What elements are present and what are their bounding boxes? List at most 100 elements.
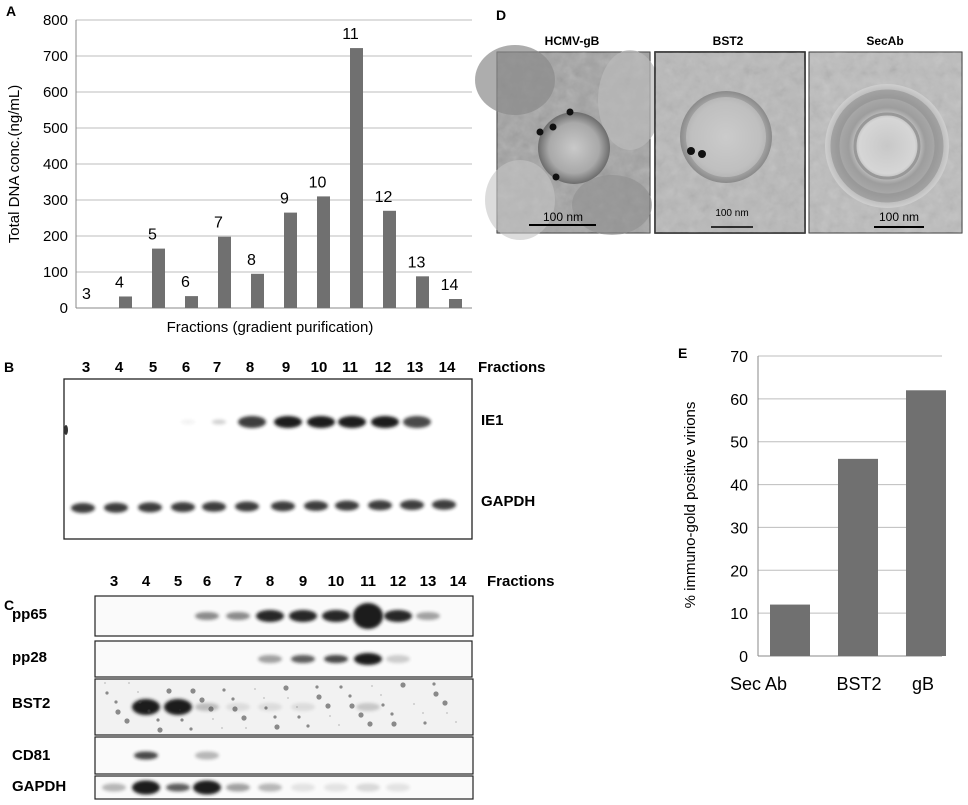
blot-c-row-label: GAPDH bbox=[12, 778, 66, 795]
speckle bbox=[124, 718, 130, 724]
blot-edge-mark bbox=[64, 425, 68, 435]
band bbox=[171, 502, 195, 513]
speckle bbox=[137, 691, 139, 693]
fraction-label: 3 bbox=[82, 359, 90, 376]
speckle bbox=[241, 715, 247, 721]
blot-b-bands bbox=[64, 416, 456, 513]
data-label-fraction-6: 6 bbox=[181, 274, 190, 291]
speckle bbox=[432, 682, 436, 686]
fraction-label: 13 bbox=[420, 573, 437, 590]
fraction-label: 12 bbox=[390, 573, 407, 590]
speckle bbox=[180, 718, 184, 722]
blot-c-row-label: BST2 bbox=[12, 695, 50, 712]
band bbox=[138, 502, 162, 513]
band bbox=[181, 419, 195, 425]
speckle bbox=[339, 685, 343, 689]
band bbox=[291, 703, 315, 711]
bar-fraction-6 bbox=[185, 296, 198, 308]
band bbox=[271, 501, 295, 512]
band bbox=[368, 500, 392, 511]
scale-bar-label: 100 nm bbox=[543, 210, 583, 224]
speckle bbox=[423, 721, 427, 725]
bar-fraction-10 bbox=[317, 196, 330, 308]
speckle bbox=[422, 712, 424, 714]
fraction-label: 10 bbox=[328, 573, 345, 590]
y-tick-label: 200 bbox=[43, 228, 68, 245]
chart-e-y-axis-label: % immuno-gold positive virions bbox=[682, 402, 699, 609]
speckle bbox=[221, 727, 223, 729]
band bbox=[289, 610, 317, 622]
band bbox=[195, 751, 219, 760]
speckle bbox=[283, 685, 289, 691]
speckle bbox=[138, 700, 142, 704]
fraction-label: 9 bbox=[282, 359, 290, 376]
band bbox=[235, 501, 259, 512]
bar-fraction-5 bbox=[152, 248, 165, 308]
band bbox=[256, 610, 284, 622]
band bbox=[324, 783, 348, 792]
blot-c-rows: pp65 pp28 BST2 CD81 GAPDH bbox=[12, 595, 474, 800]
band bbox=[353, 603, 383, 629]
fraction-label: 6 bbox=[182, 359, 190, 376]
speckle bbox=[287, 697, 289, 699]
blot-c-membrane bbox=[94, 775, 474, 800]
y-tick-label: 40 bbox=[730, 478, 748, 495]
data-label-fraction-13: 13 bbox=[408, 254, 426, 271]
micrographs-d: HCMV-gB BST2 SecAb 100 nm bbox=[475, 34, 963, 240]
band bbox=[258, 655, 282, 663]
speckle bbox=[212, 718, 214, 720]
blot-b-membrane bbox=[63, 378, 473, 540]
band bbox=[195, 612, 219, 620]
panel-letter-c: C bbox=[4, 597, 14, 613]
micrograph-bst2: 100 nm bbox=[654, 51, 806, 234]
bar-fraction-9 bbox=[284, 212, 297, 308]
blot-c-membrane bbox=[94, 640, 473, 678]
speckle bbox=[297, 715, 301, 719]
fraction-label: 7 bbox=[234, 573, 242, 590]
fraction-label: 10 bbox=[311, 359, 328, 376]
x-tick-label: Sec Ab bbox=[730, 674, 787, 694]
speckle bbox=[208, 706, 214, 712]
fraction-label: 5 bbox=[149, 359, 157, 376]
band bbox=[226, 703, 250, 711]
speckle bbox=[349, 703, 355, 709]
speckle bbox=[329, 715, 331, 717]
bar-fraction-8 bbox=[251, 273, 264, 308]
micrograph-label-bst2: BST2 bbox=[713, 34, 744, 48]
band bbox=[102, 783, 126, 792]
blot-c-row-pp28: pp28 bbox=[12, 640, 473, 678]
data-label-fraction-8: 8 bbox=[247, 252, 256, 269]
band bbox=[432, 499, 456, 510]
fraction-label: 4 bbox=[115, 359, 124, 376]
band bbox=[335, 500, 359, 511]
speckle bbox=[306, 724, 310, 728]
band bbox=[71, 503, 95, 513]
bar-fraction-11 bbox=[350, 48, 363, 309]
chart-a-grid bbox=[75, 19, 472, 309]
blot-c-row-label: CD81 bbox=[12, 747, 50, 764]
y-tick-label: 10 bbox=[730, 606, 748, 623]
blot-b: 3 4 5 6 7 8 9 10 11 12 13 14 Fractions IE1 GAPDH bbox=[63, 359, 546, 540]
data-label-fraction-11: 11 bbox=[342, 26, 359, 43]
speckle bbox=[316, 694, 322, 700]
speckle bbox=[325, 703, 331, 709]
bar-fraction-7 bbox=[218, 236, 231, 308]
chart-a-x-axis-label: Fractions (gradient purification) bbox=[167, 319, 374, 336]
chart-a-data-labels: 3 4 5 6 7 8 9 10 11 12 13 14 bbox=[82, 26, 458, 303]
bar-fraction-14 bbox=[449, 299, 462, 308]
fraction-label: 8 bbox=[246, 359, 254, 376]
data-label-fraction-3: 3 bbox=[82, 286, 91, 303]
micrograph-label-gb: HCMV-gB bbox=[545, 34, 600, 48]
fraction-label: 12 bbox=[375, 359, 392, 376]
speckle bbox=[157, 727, 163, 733]
band bbox=[304, 500, 328, 511]
chart-a-bars bbox=[119, 48, 462, 309]
band bbox=[202, 501, 226, 512]
bar-fraction-12 bbox=[383, 210, 396, 308]
band bbox=[356, 703, 380, 711]
bar-sec-ab bbox=[770, 604, 810, 656]
blot-c-row-gapdh: GAPDH bbox=[12, 775, 474, 800]
data-label-fraction-7: 7 bbox=[214, 215, 223, 232]
band bbox=[386, 655, 410, 663]
band bbox=[371, 416, 399, 428]
